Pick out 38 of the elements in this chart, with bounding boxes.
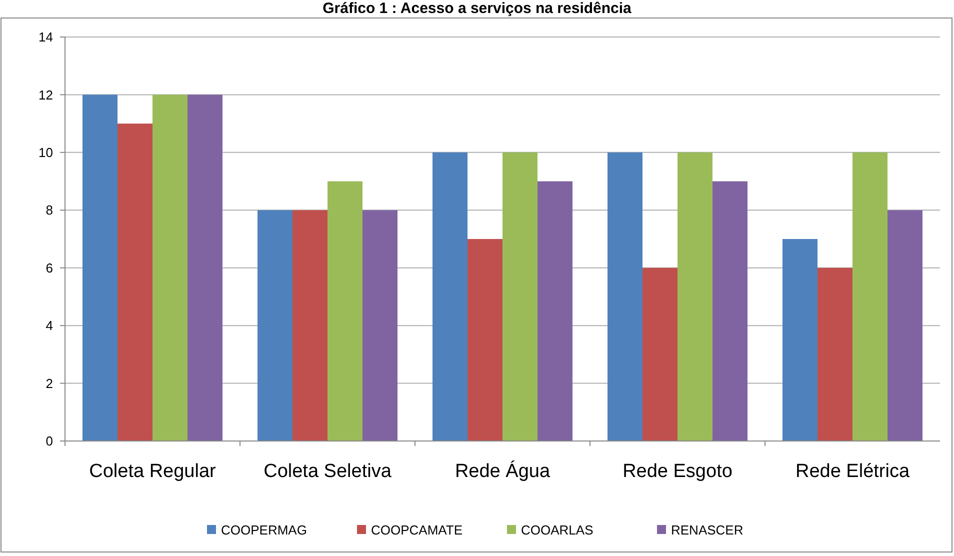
bar [292,210,328,441]
bar [328,181,362,441]
y-tick-label: 6 [46,260,53,276]
bar [642,268,678,441]
bar [608,152,642,441]
bar [852,152,888,441]
x-tick-label: Coleta Regular [89,461,217,482]
bar [502,152,538,441]
bar [432,152,468,441]
bar [258,210,292,441]
legend-label: COOPCAMATE [371,522,463,538]
x-tick-label: Rede Esgoto [622,461,732,482]
bar [188,94,222,441]
bar [82,94,118,441]
bar [782,239,818,441]
x-tick-label: Rede Elétrica [795,461,910,482]
bar [678,152,712,441]
legend-label: COOARLAS [521,522,594,538]
bar [888,210,922,441]
y-tick-label: 2 [46,376,53,391]
y-tick-label: 0 [46,434,53,449]
x-tick-label: Coleta Seletiva [264,461,392,482]
legend-label: RENASCER [671,522,744,538]
bar [152,94,188,441]
bar [468,239,502,441]
bar [118,124,152,441]
legend-label: COOPERMAG [221,522,307,538]
y-tick-label: 14 [38,30,53,45]
bar [818,268,852,441]
bar [712,181,748,441]
x-tick-label: Rede Água [454,460,550,482]
y-tick-label: 12 [38,87,53,102]
chart-title: Gráfico 1 : Acesso a serviços na residência [322,0,632,17]
y-tick-label: 10 [38,144,53,160]
y-tick-label: 4 [46,318,53,334]
y-tick-label: 8 [46,202,53,218]
bar [362,210,398,441]
bar [538,181,572,441]
